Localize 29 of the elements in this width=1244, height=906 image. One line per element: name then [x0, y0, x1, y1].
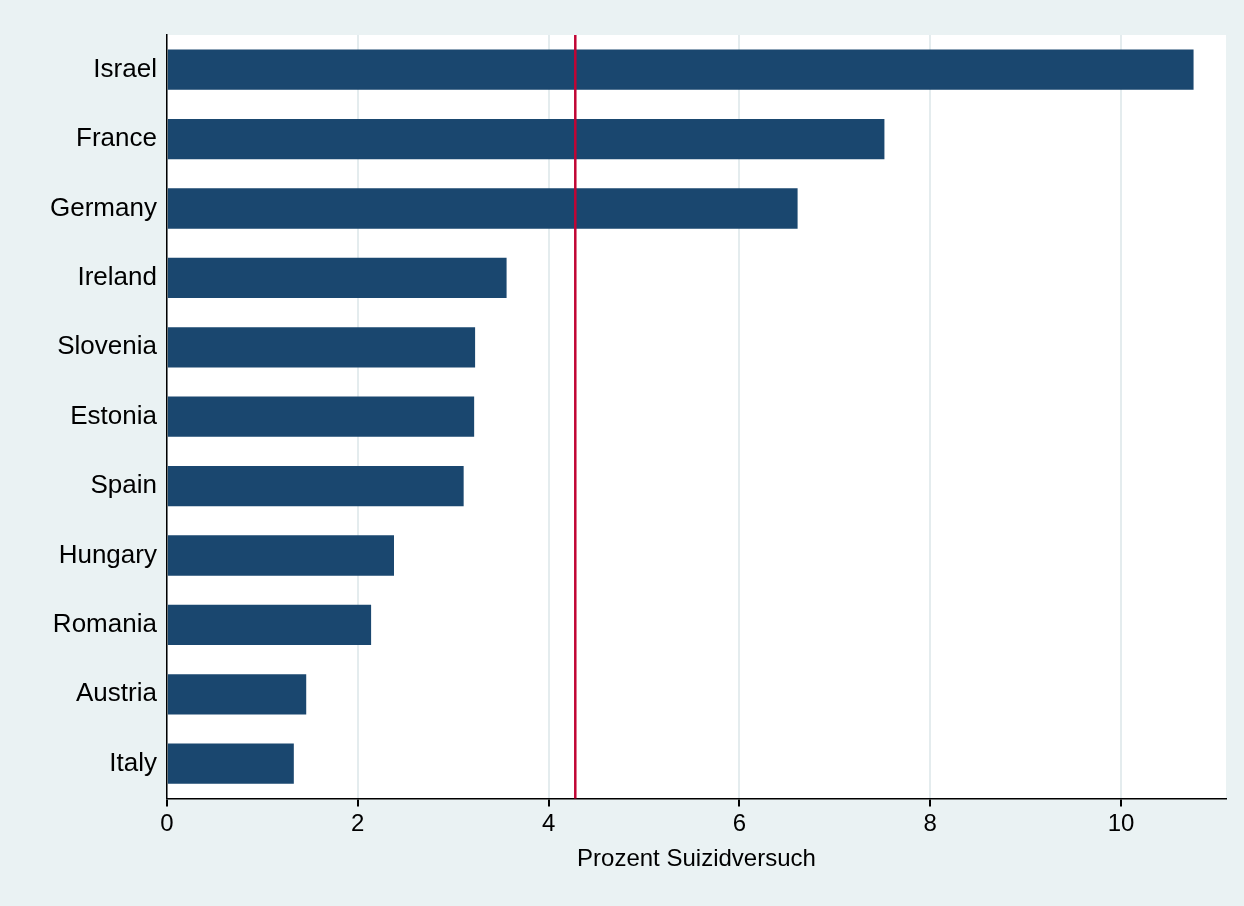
y-tick-label: Slovenia [57, 330, 158, 361]
y-tick-label: Italy [109, 746, 157, 777]
y-tick-label: Germany [50, 191, 157, 222]
bar [167, 535, 394, 576]
x-tick-label: 8 [923, 809, 937, 837]
x-tick-label: 2 [351, 809, 365, 837]
bar [167, 674, 307, 715]
y-tick-label: Romania [52, 608, 158, 639]
y-tick-label: Austria [76, 677, 158, 708]
bar [167, 327, 476, 368]
x-tick-label: 10 [1107, 809, 1135, 837]
x-tick-label: 6 [732, 809, 747, 837]
y-tick-label: France [76, 122, 157, 153]
x-tick-label: 4 [541, 809, 556, 837]
bar [167, 188, 798, 229]
y-tick-label: Ireland [77, 261, 157, 292]
bar [167, 604, 372, 646]
y-tick-label: Israel [93, 52, 157, 83]
bar [167, 743, 294, 784]
bar [167, 118, 885, 160]
bar [167, 257, 507, 299]
x-tick-label: 0 [160, 809, 174, 837]
x-axis-title: Prozent Suizidversuch [577, 844, 816, 872]
y-tick-label: Spain [90, 469, 157, 500]
bar [167, 49, 1194, 90]
y-tick-label: Estonia [70, 399, 158, 430]
bar [167, 465, 464, 507]
bar [167, 396, 475, 437]
y-tick-label: Hungary [58, 538, 157, 569]
